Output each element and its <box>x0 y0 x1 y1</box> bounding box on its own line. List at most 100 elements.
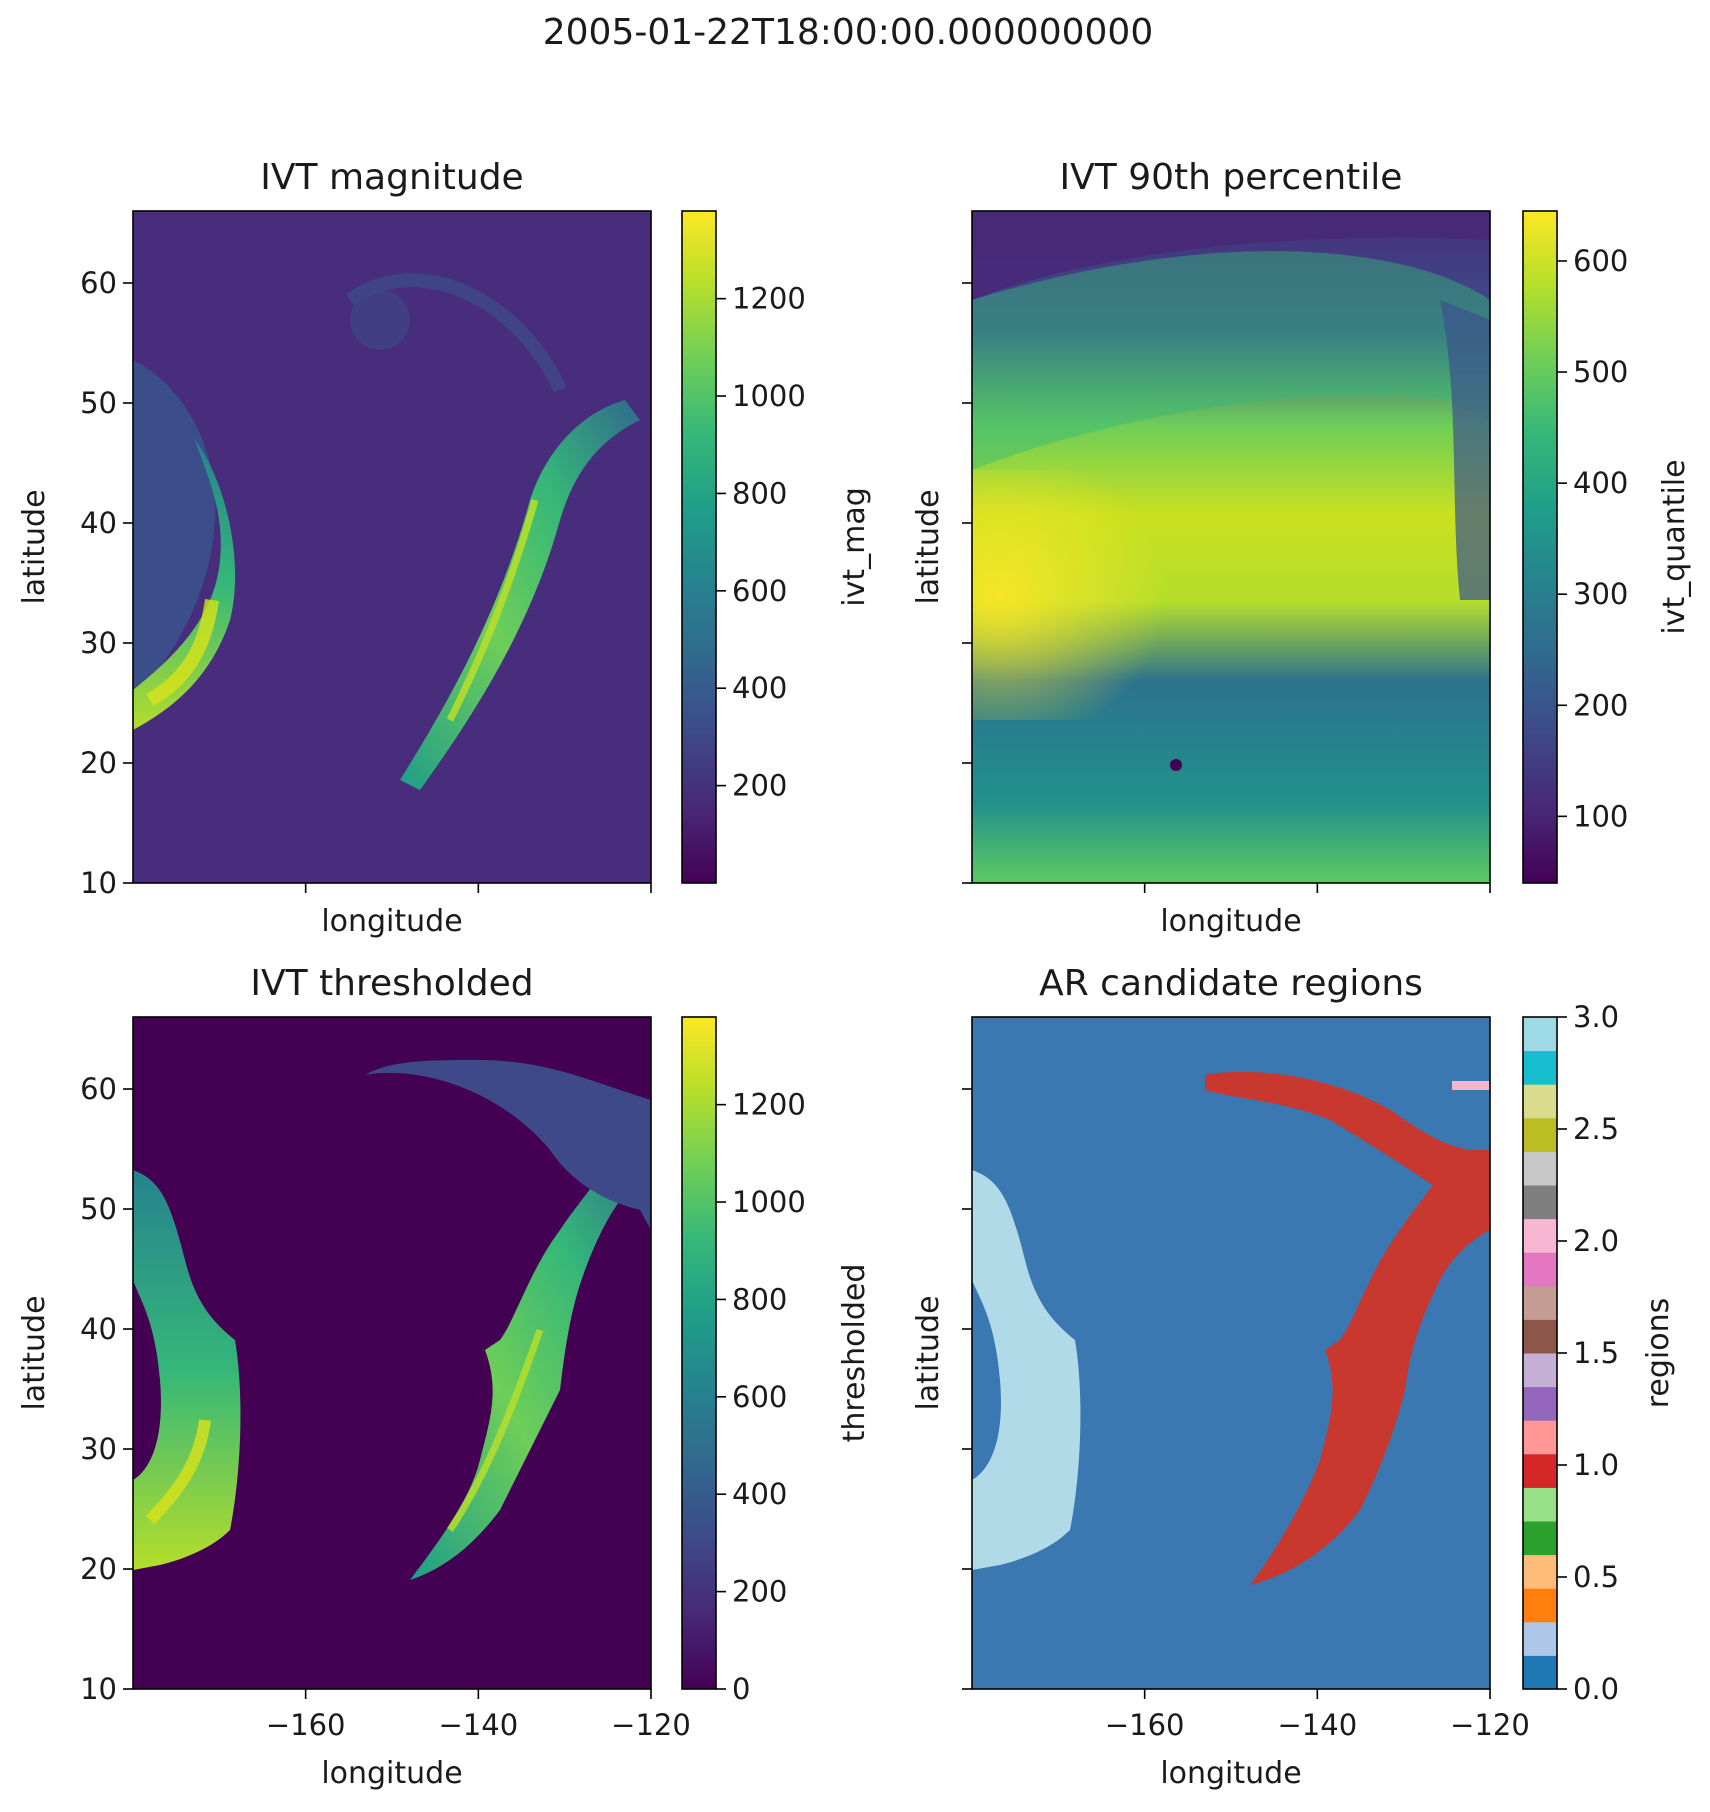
colorbar-label: ivt_quantile <box>1657 459 1692 634</box>
x-axis-label: longitude <box>321 1756 462 1791</box>
colorbar-segment <box>1523 1655 1557 1690</box>
y-tick-label: 30 <box>80 626 117 660</box>
x-tick-label: −120 <box>611 1708 691 1742</box>
colorbar-tick-label: 800 <box>732 1282 787 1316</box>
colorbar-tick-label: 600 <box>732 574 787 608</box>
y-axis-label: latitude <box>17 1295 52 1410</box>
x-tick-label: −160 <box>266 1708 346 1742</box>
colorbar-segment <box>1523 1621 1557 1656</box>
y-tick-label: 40 <box>80 506 117 540</box>
x-axis-label: longitude <box>1160 1756 1301 1791</box>
colorbar <box>1523 1017 1557 1690</box>
x-axis: −160 −140 −120 <box>266 1689 691 1742</box>
colorbar-segment <box>1523 1588 1557 1623</box>
panel-title: IVT magnitude <box>260 157 523 198</box>
x-axis <box>1143 883 1491 893</box>
colorbar-axis: 0 200 400 600 800 1000 1200 <box>716 1088 806 1706</box>
colorbar <box>682 211 716 883</box>
colorbar-tick-label: 1200 <box>732 1088 806 1122</box>
colorbar-segment <box>1523 1017 1557 1052</box>
colorbar-axis: 0.0 0.5 1.0 1.5 2.0 2.5 3.0 <box>1557 1000 1619 1706</box>
colorbar-tick-label: 100 <box>1573 799 1628 833</box>
colorbar-label: ivt_mag <box>837 487 872 607</box>
colorbar-segment <box>1523 1453 1557 1488</box>
colorbar-segment <box>1523 1084 1557 1119</box>
colorbar-tick-label: 400 <box>1573 466 1628 500</box>
y-axis: 10 20 30 40 50 60 <box>80 266 133 900</box>
x-axis-label: longitude <box>1160 904 1301 939</box>
y-tick-label: 60 <box>80 1072 117 1106</box>
colorbar-label: regions <box>1641 1298 1676 1409</box>
colorbar-segment <box>1523 1117 1557 1152</box>
x-tick-label: −140 <box>1278 1708 1358 1742</box>
colorbar-segment <box>1523 1420 1557 1455</box>
x-tick-label: −160 <box>1105 1708 1185 1742</box>
colorbar-tick-label: 2.5 <box>1573 1112 1619 1146</box>
colorbar-tick-label: 200 <box>1573 688 1628 722</box>
heatmap-image <box>972 211 1490 883</box>
colorbar-tick-label: 3.0 <box>1573 1000 1619 1034</box>
colorbar-tick-label: 2.0 <box>1573 1224 1619 1258</box>
x-axis <box>304 883 652 893</box>
y-axis-label: latitude <box>911 1295 946 1410</box>
y-axis: 10 20 30 40 50 60 <box>80 1072 133 1706</box>
colorbar-tick-label: 600 <box>1573 244 1628 278</box>
colorbar-segment <box>1523 1353 1557 1388</box>
colorbar-segment <box>1523 1554 1557 1589</box>
panel-ar-candidate-regions: AR candidate regions −160 −140 −120 longit… <box>911 963 1676 1791</box>
y-axis <box>962 282 972 884</box>
colorbar-segment <box>1523 1050 1557 1085</box>
panel-title: IVT 90th percentile <box>1060 157 1403 198</box>
panel-ivt-90th-percentile: IVT 90th percentile longitude latitude 1… <box>911 157 1692 939</box>
x-axis-label: longitude <box>321 904 462 939</box>
y-tick-label: 30 <box>80 1432 117 1466</box>
y-axis-label: latitude <box>17 489 52 604</box>
colorbar-segment <box>1523 1386 1557 1421</box>
y-axis <box>962 1088 972 1690</box>
y-tick-label: 20 <box>80 746 117 780</box>
colorbar-axis: 100 200 300 400 500 600 <box>1557 244 1628 833</box>
colorbar-tick-label: 1200 <box>732 282 806 316</box>
heatmap-image <box>133 1017 651 1689</box>
y-axis-label: latitude <box>911 489 946 604</box>
colorbar-segment <box>1523 1151 1557 1186</box>
colorbar-tick-label: 300 <box>1573 577 1628 611</box>
colorbar-tick-label: 0.0 <box>1573 1672 1619 1706</box>
y-tick-label: 50 <box>80 386 117 420</box>
colorbar-tick-label: 200 <box>732 769 787 803</box>
colorbar-segment <box>1523 1252 1557 1287</box>
panel-title: AR candidate regions <box>1039 963 1423 1004</box>
colorbar-tick-label: 800 <box>732 476 787 510</box>
colorbar <box>682 1017 716 1689</box>
colorbar-label: thresholded <box>837 1264 872 1443</box>
heatmap-image <box>133 211 651 883</box>
colorbar-tick-label: 500 <box>1573 355 1628 389</box>
colorbar-tick-label: 400 <box>732 671 787 705</box>
y-tick-label: 20 <box>80 1552 117 1586</box>
colorbar-tick-label: 1.0 <box>1573 1448 1619 1482</box>
x-tick-label: −140 <box>439 1708 519 1742</box>
x-tick-label: −120 <box>1450 1708 1530 1742</box>
colorbar-segment <box>1523 1185 1557 1220</box>
colorbar-tick-label: 1.5 <box>1573 1336 1619 1370</box>
colorbar-tick-label: 0.5 <box>1573 1560 1619 1594</box>
y-tick-label: 10 <box>80 1672 117 1706</box>
colorbar-segment <box>1523 1218 1557 1253</box>
colorbar-tick-label: 200 <box>732 1575 787 1609</box>
panel-ivt-magnitude: IVT magnitude 10 20 30 40 50 60 longitude lat… <box>17 157 872 939</box>
colorbar-tick-label: 0 <box>732 1672 750 1706</box>
y-tick-label: 10 <box>80 866 117 900</box>
panel-title: IVT thresholded <box>250 963 533 1004</box>
colorbar-axis: 200 400 600 800 1000 1200 <box>716 282 806 803</box>
colorbar-segment <box>1523 1319 1557 1354</box>
y-tick-label: 60 <box>80 266 117 300</box>
colorbar-segment <box>1523 1521 1557 1556</box>
figure-suptitle: 2005-01-22T18:00:00.000000000 <box>543 12 1153 53</box>
colorbar-segment <box>1523 1487 1557 1522</box>
colorbar-tick-label: 400 <box>732 1477 787 1511</box>
panel-ivt-thresholded: IVT thresholded 10 20 30 40 50 60 −160 −140 −12… <box>17 963 872 1791</box>
x-axis: −160 −140 −120 <box>1105 1689 1530 1742</box>
colorbar-tick-label: 1000 <box>732 379 806 413</box>
colorbar <box>1523 211 1557 883</box>
